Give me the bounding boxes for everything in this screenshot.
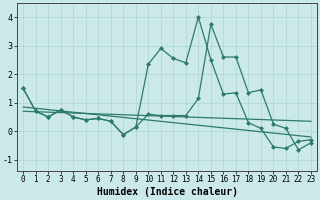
- X-axis label: Humidex (Indice chaleur): Humidex (Indice chaleur): [97, 187, 237, 197]
